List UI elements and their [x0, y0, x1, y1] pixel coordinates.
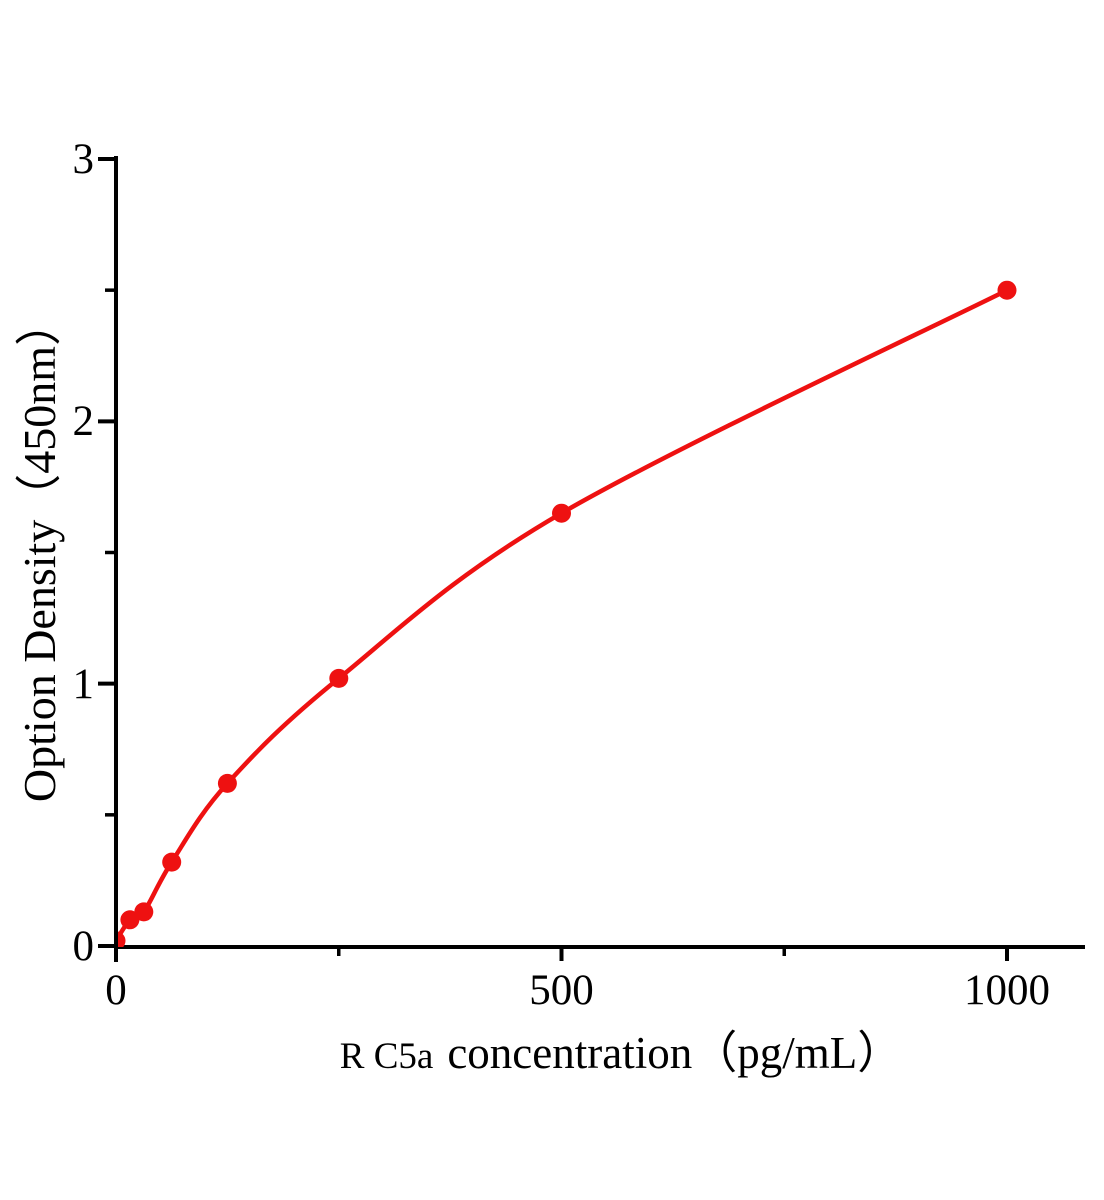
data-point-marker	[162, 852, 182, 872]
data-point-marker	[217, 773, 237, 793]
y-tick-label: 2	[72, 398, 95, 446]
standard-curve-line	[118, 288, 1009, 942]
data-point-marker	[134, 902, 154, 922]
y-tick-label: 3	[72, 136, 95, 183]
series-group	[118, 280, 1017, 947]
data-point-marker	[329, 668, 349, 688]
x-axis-title-main: concentration（pg/mL）	[447, 1028, 903, 1078]
x-axis-title: R C5a concentration（pg/mL）	[116, 1026, 1104, 1080]
x-axis-title-prefix: R C5a	[339, 1036, 434, 1077]
x-tick-label: 500	[529, 967, 594, 1014]
x-tick-label: 1000	[964, 967, 1050, 1014]
y-tick-label: 0	[72, 923, 95, 970]
y-tick-label: 1	[72, 660, 95, 708]
data-point-marker	[552, 503, 571, 523]
data-point-marker	[118, 931, 126, 947]
data-point-marker	[120, 910, 140, 930]
data-point-marker	[997, 280, 1017, 300]
y-axis-title: Option Density（450nm）	[14, 299, 65, 803]
x-tick-label: 0	[105, 967, 127, 1014]
